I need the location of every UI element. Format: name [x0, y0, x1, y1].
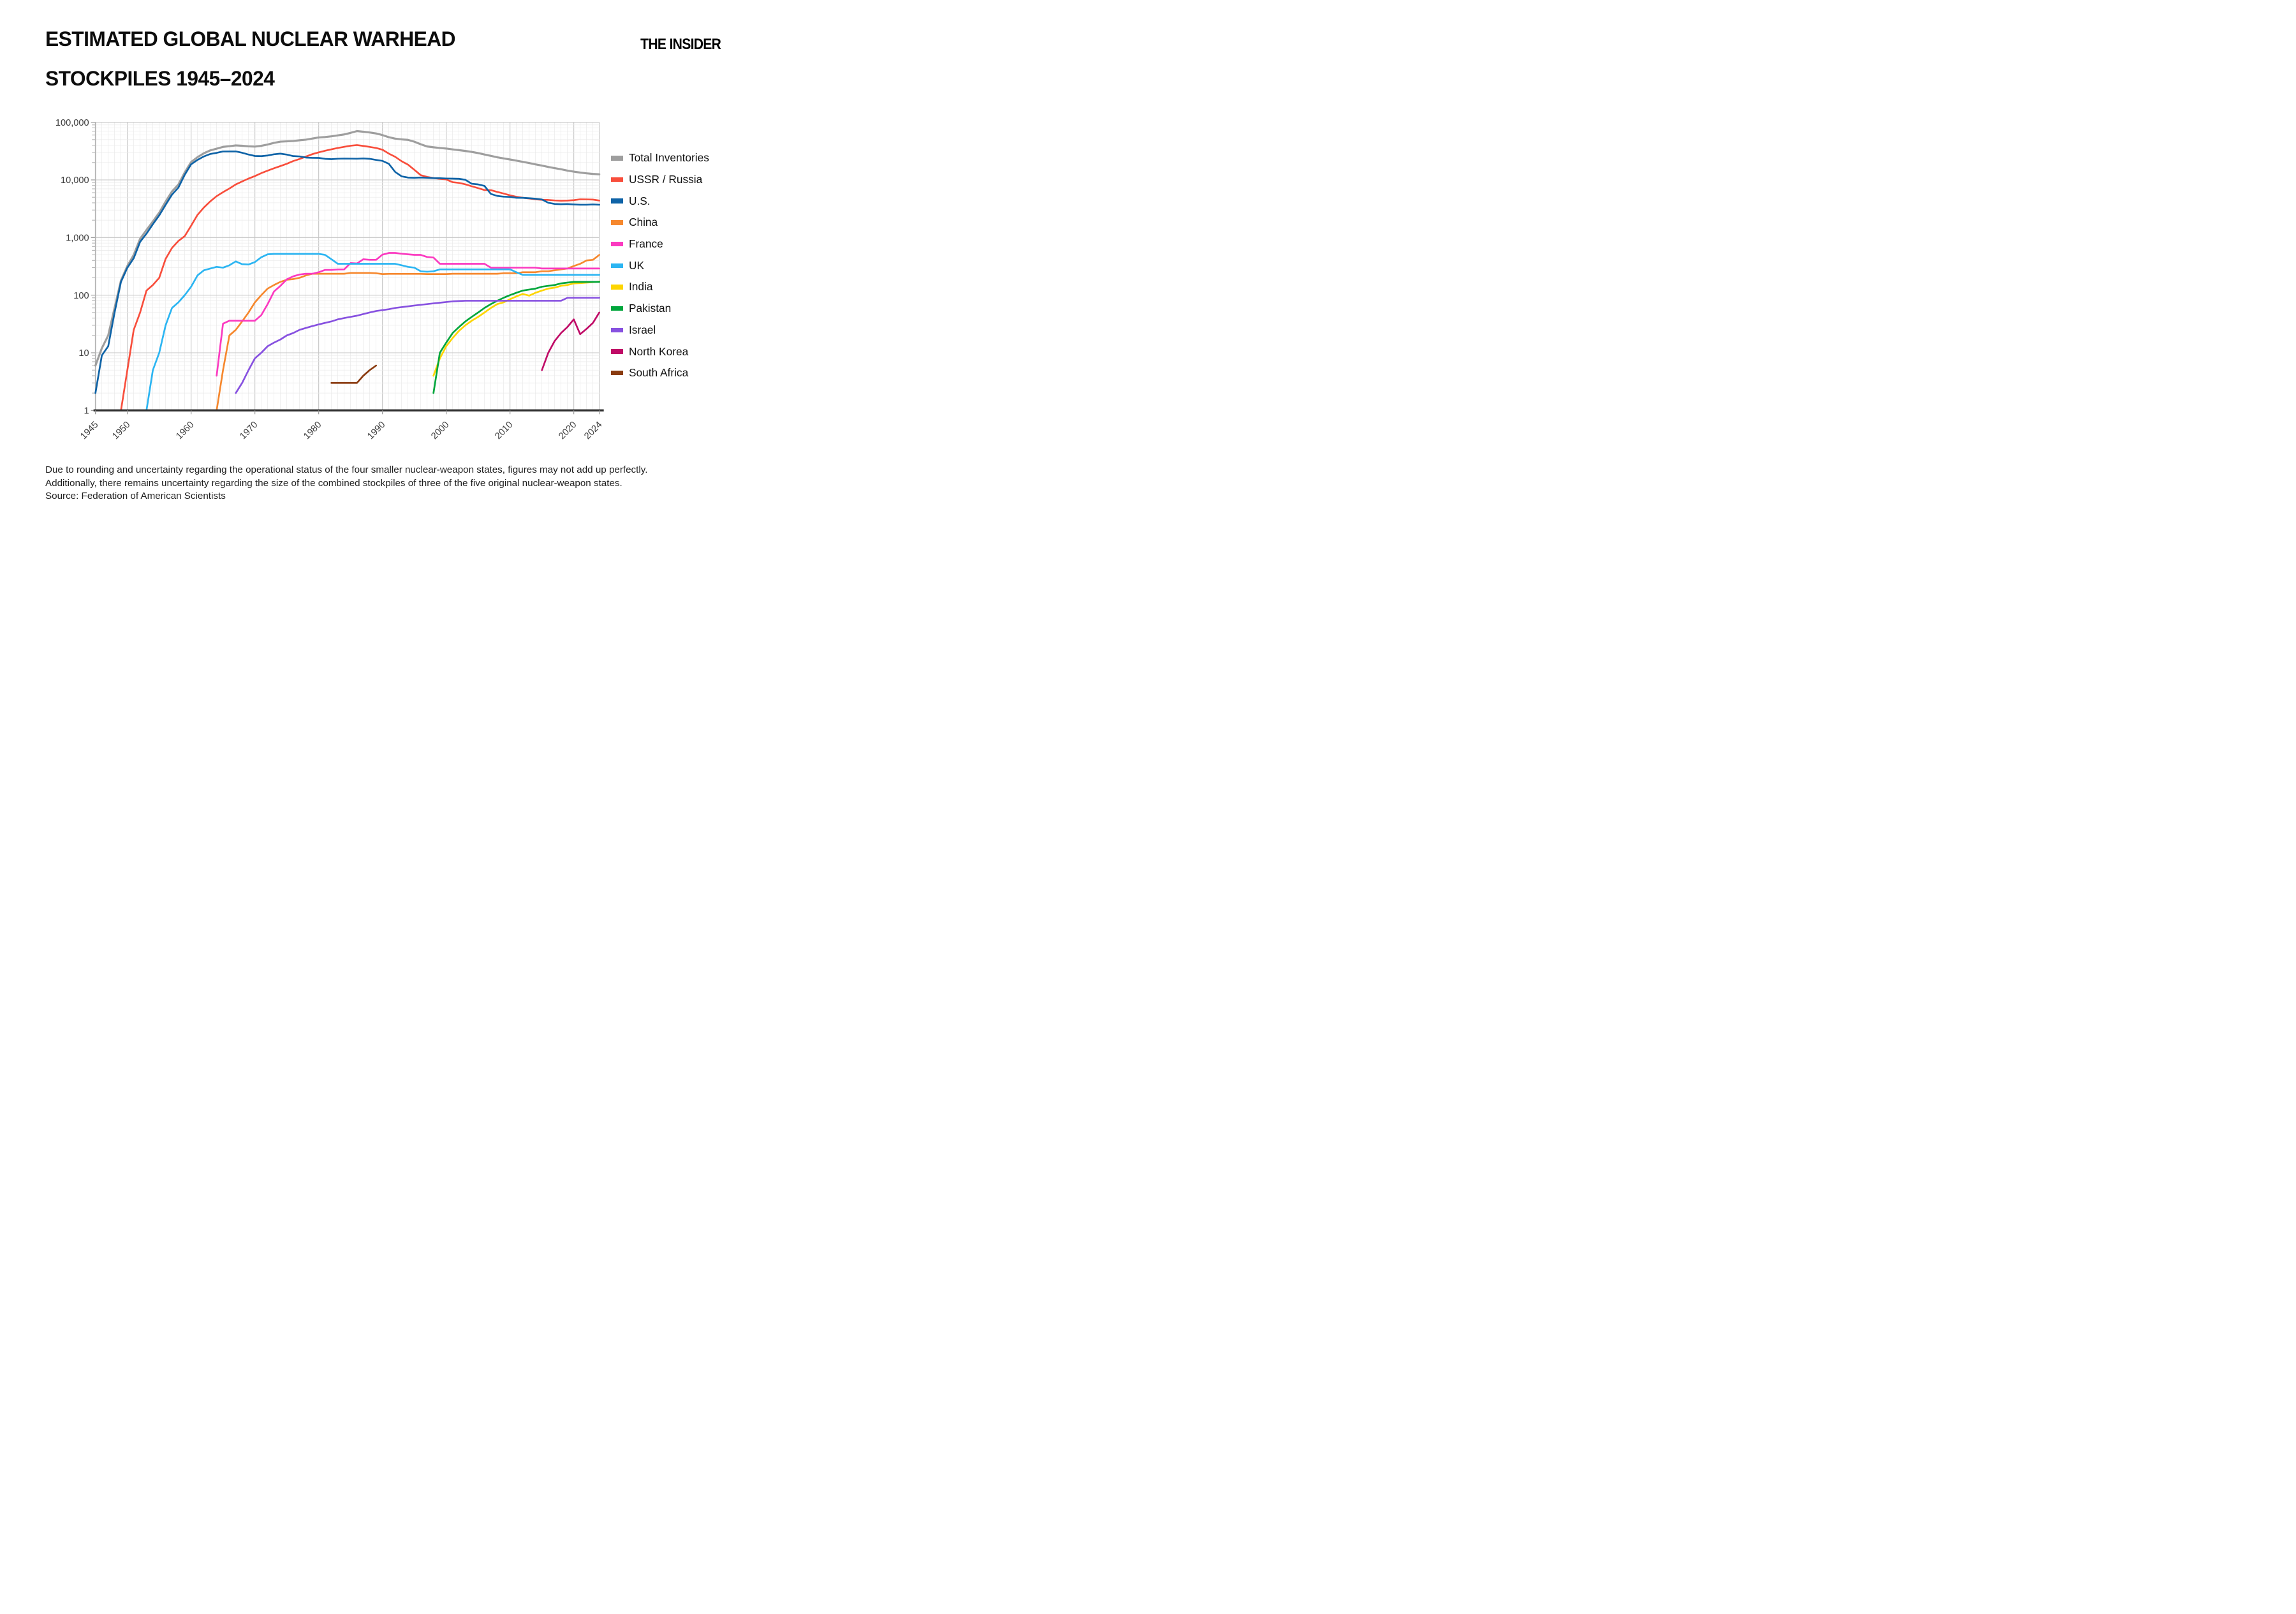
legend-label: UK	[629, 258, 645, 272]
series-india	[432, 281, 601, 377]
legend-swatch-china	[611, 220, 623, 225]
legend-swatch-north-korea	[611, 349, 623, 354]
series-france	[216, 252, 601, 377]
y-axis-label: 1,000	[66, 233, 89, 244]
page-title: ESTIMATED GLOBAL NUCLEAR WARHEAD STOCKPI…	[45, 19, 455, 98]
legend-item-india: India	[611, 276, 709, 298]
legend-label: U.S.	[629, 194, 651, 207]
legend-swatch-france	[611, 241, 623, 247]
legend-item-south-africa: South Africa	[611, 362, 709, 384]
legend-label: North Korea	[629, 344, 689, 358]
legend-label: China	[629, 216, 658, 229]
legend-item-israel: Israel	[611, 320, 709, 341]
legend-item-uk: UK	[611, 255, 709, 276]
x-axis-label: 1950	[110, 420, 132, 441]
series-total-inventories	[94, 130, 601, 367]
x-axis-label: 2020	[557, 420, 578, 441]
legend-label: Pakistan	[629, 302, 672, 315]
x-axis-label: 2000	[429, 420, 451, 441]
source-line: Source: Federation of American Scientist…	[45, 491, 226, 501]
y-axis-label: 10	[78, 348, 89, 359]
footnote-line-1: Due to rounding and uncertainty regardin…	[45, 464, 648, 475]
y-axis-label: 100	[73, 291, 89, 301]
title-line-2: STOCKPILES 1945–2024	[45, 67, 275, 90]
x-axis-label: 1945	[78, 420, 100, 441]
x-axis-label: 1970	[238, 420, 260, 441]
legend-swatch-pakistan	[611, 306, 623, 311]
legend-swatch-us	[611, 198, 623, 204]
chart: 1 10 100 1,000 10,000 100,000 1945 1950 1960 1970…	[55, 118, 605, 441]
x-axis-label: 2010	[493, 420, 515, 441]
footnote: Due to rounding and uncertainty regardin…	[45, 464, 734, 490]
title-line-1: ESTIMATED GLOBAL NUCLEAR WARHEAD	[45, 27, 455, 50]
legend-label: USSR / Russia	[629, 173, 703, 186]
legend-swatch-total-inventories	[611, 156, 623, 161]
legend-item-china: China	[611, 212, 709, 233]
legend-item-total-inventories: Total Inventories	[611, 147, 709, 169]
legend-label: India	[629, 280, 653, 293]
y-axis-label: 100,000	[55, 118, 89, 128]
legend-item-north-korea: North Korea	[611, 341, 709, 362]
series-north-korea	[541, 311, 601, 371]
legend-label: Total Inventories	[629, 151, 709, 165]
legend-swatch-uk	[611, 263, 623, 269]
y-axis-label: 1	[84, 406, 89, 417]
series-uk	[145, 253, 601, 411]
legend-label: South Africa	[629, 366, 689, 380]
page: ESTIMATED GLOBAL NUCLEAR WARHEAD STOCKPI…	[0, 0, 765, 538]
y-axis-label: 10,000	[61, 175, 89, 186]
legend-item-us: U.S.	[611, 190, 709, 212]
series-israel	[235, 297, 601, 394]
legend-label: France	[629, 237, 663, 251]
x-axis-label: 1960	[174, 420, 196, 441]
series-us	[94, 150, 601, 394]
legend-item-ussr-russia: USSR / Russia	[611, 169, 709, 191]
series-pakistan	[432, 281, 601, 394]
legend-swatch-india	[611, 285, 623, 290]
footnote-line-2: Additionally, there remains uncertainty …	[45, 477, 622, 489]
series-china	[216, 254, 601, 411]
x-axis-label: 1980	[302, 420, 323, 441]
legend-swatch-ussr-russia	[611, 177, 623, 182]
legend-swatch-south-africa	[611, 370, 623, 376]
series-south-africa	[330, 364, 378, 384]
legend-swatch-israel	[611, 327, 623, 333]
x-axis-label: 2024	[582, 420, 604, 441]
brand-logo: THE INSIDER	[640, 36, 721, 53]
legend: Total Inventories USSR / Russia U.S. China F…	[611, 147, 709, 384]
legend-item-france: France	[611, 233, 709, 255]
legend-item-pakistan: Pakistan	[611, 298, 709, 320]
legend-label: Israel	[629, 323, 656, 336]
x-axis-label: 1990	[365, 420, 387, 441]
